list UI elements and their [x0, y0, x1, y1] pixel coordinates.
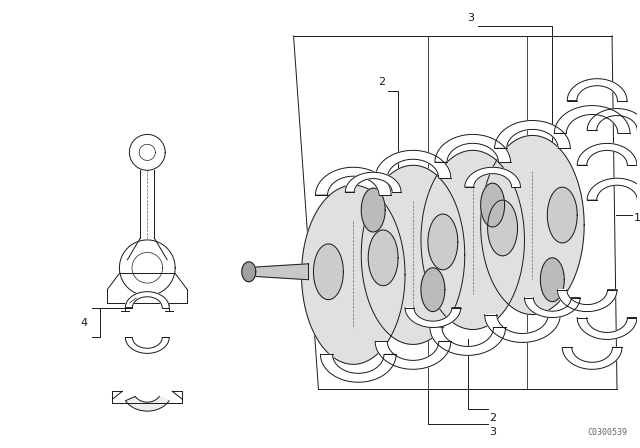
Polygon shape	[321, 354, 396, 382]
Text: 2: 2	[490, 413, 497, 423]
Polygon shape	[465, 167, 520, 187]
Polygon shape	[481, 183, 504, 227]
Polygon shape	[361, 165, 465, 345]
Polygon shape	[314, 244, 343, 300]
Polygon shape	[430, 327, 506, 355]
Text: 3: 3	[467, 13, 474, 23]
Polygon shape	[495, 121, 570, 148]
Polygon shape	[481, 135, 584, 314]
Polygon shape	[567, 79, 627, 101]
Polygon shape	[577, 318, 637, 340]
Polygon shape	[242, 262, 256, 282]
Polygon shape	[125, 337, 169, 353]
Polygon shape	[577, 143, 637, 165]
Polygon shape	[316, 167, 391, 195]
Polygon shape	[375, 151, 451, 178]
Polygon shape	[488, 200, 518, 256]
Polygon shape	[125, 396, 169, 411]
Text: 3: 3	[490, 427, 497, 437]
Polygon shape	[405, 308, 461, 327]
Text: 4: 4	[81, 318, 88, 327]
Text: 1: 1	[634, 213, 640, 223]
Polygon shape	[563, 347, 622, 369]
Polygon shape	[375, 341, 451, 369]
Polygon shape	[524, 297, 580, 318]
Polygon shape	[587, 178, 640, 200]
Polygon shape	[421, 151, 524, 329]
Polygon shape	[484, 314, 560, 342]
Polygon shape	[540, 258, 564, 302]
Polygon shape	[587, 108, 640, 130]
Polygon shape	[368, 230, 398, 286]
Polygon shape	[547, 187, 577, 243]
Polygon shape	[301, 185, 405, 364]
Polygon shape	[554, 106, 630, 134]
Polygon shape	[428, 214, 458, 270]
Polygon shape	[361, 188, 385, 232]
Polygon shape	[125, 292, 169, 308]
Polygon shape	[435, 134, 511, 162]
Polygon shape	[557, 290, 617, 311]
Polygon shape	[244, 264, 308, 280]
Text: C0300539: C0300539	[587, 428, 627, 437]
Polygon shape	[421, 268, 445, 311]
Polygon shape	[346, 172, 401, 192]
Text: 2: 2	[378, 77, 385, 86]
